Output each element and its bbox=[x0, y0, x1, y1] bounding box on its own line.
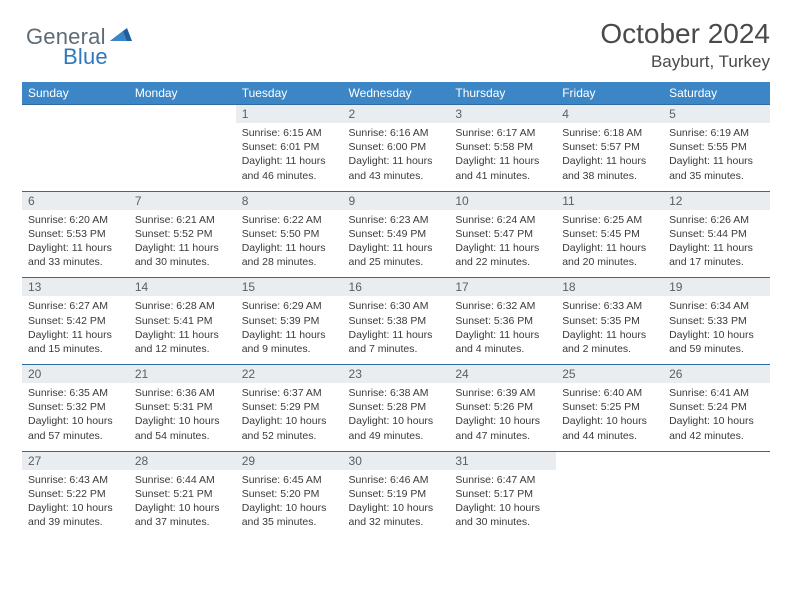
day-content-row: Sunrise: 6:43 AMSunset: 5:22 PMDaylight:… bbox=[22, 470, 770, 538]
day-number-cell: 28 bbox=[129, 451, 236, 470]
day-content-row: Sunrise: 6:27 AMSunset: 5:42 PMDaylight:… bbox=[22, 296, 770, 364]
day-content-row: Sunrise: 6:35 AMSunset: 5:32 PMDaylight:… bbox=[22, 383, 770, 451]
day-number-cell: 18 bbox=[556, 278, 663, 297]
day-content-cell bbox=[129, 123, 236, 191]
day-content-row: Sunrise: 6:15 AMSunset: 6:01 PMDaylight:… bbox=[22, 123, 770, 191]
day-content-cell bbox=[556, 470, 663, 538]
day-number-cell bbox=[663, 451, 770, 470]
calendar-table: Sunday Monday Tuesday Wednesday Thursday… bbox=[22, 82, 770, 538]
day-number-cell: 10 bbox=[449, 191, 556, 210]
header: General October 2024 Bayburt, Turkey bbox=[22, 18, 770, 72]
day-content-cell: Sunrise: 6:18 AMSunset: 5:57 PMDaylight:… bbox=[556, 123, 663, 191]
day-content-cell: Sunrise: 6:30 AMSunset: 5:38 PMDaylight:… bbox=[343, 296, 450, 364]
day-content-cell: Sunrise: 6:22 AMSunset: 5:50 PMDaylight:… bbox=[236, 210, 343, 278]
day-content-cell: Sunrise: 6:24 AMSunset: 5:47 PMDaylight:… bbox=[449, 210, 556, 278]
day-number-row: 13141516171819 bbox=[22, 278, 770, 297]
brand-triangle-icon bbox=[110, 27, 132, 48]
day-content-cell: Sunrise: 6:45 AMSunset: 5:20 PMDaylight:… bbox=[236, 470, 343, 538]
day-number-cell: 13 bbox=[22, 278, 129, 297]
day-number-row: 2728293031 bbox=[22, 451, 770, 470]
day-number-cell bbox=[22, 105, 129, 124]
weekday-header-row: Sunday Monday Tuesday Wednesday Thursday… bbox=[22, 82, 770, 105]
weekday-wednesday: Wednesday bbox=[343, 82, 450, 105]
day-content-cell: Sunrise: 6:37 AMSunset: 5:29 PMDaylight:… bbox=[236, 383, 343, 451]
day-content-cell: Sunrise: 6:43 AMSunset: 5:22 PMDaylight:… bbox=[22, 470, 129, 538]
day-number-cell: 17 bbox=[449, 278, 556, 297]
day-number-cell: 5 bbox=[663, 105, 770, 124]
day-number-cell bbox=[556, 451, 663, 470]
day-content-cell: Sunrise: 6:41 AMSunset: 5:24 PMDaylight:… bbox=[663, 383, 770, 451]
weekday-friday: Friday bbox=[556, 82, 663, 105]
brand-text-2-wrap: Blue bbox=[63, 44, 108, 70]
day-content-cell: Sunrise: 6:28 AMSunset: 5:41 PMDaylight:… bbox=[129, 296, 236, 364]
day-number-cell: 25 bbox=[556, 365, 663, 384]
day-number-cell: 19 bbox=[663, 278, 770, 297]
day-content-cell: Sunrise: 6:46 AMSunset: 5:19 PMDaylight:… bbox=[343, 470, 450, 538]
day-number-cell: 23 bbox=[343, 365, 450, 384]
day-number-cell: 11 bbox=[556, 191, 663, 210]
day-number-row: 12345 bbox=[22, 105, 770, 124]
weekday-saturday: Saturday bbox=[663, 82, 770, 105]
day-number-cell: 8 bbox=[236, 191, 343, 210]
day-number-cell bbox=[129, 105, 236, 124]
day-number-cell: 31 bbox=[449, 451, 556, 470]
day-content-cell: Sunrise: 6:44 AMSunset: 5:21 PMDaylight:… bbox=[129, 470, 236, 538]
day-content-row: Sunrise: 6:20 AMSunset: 5:53 PMDaylight:… bbox=[22, 210, 770, 278]
day-number-cell: 14 bbox=[129, 278, 236, 297]
day-number-cell: 4 bbox=[556, 105, 663, 124]
weekday-sunday: Sunday bbox=[22, 82, 129, 105]
location-label: Bayburt, Turkey bbox=[600, 52, 770, 72]
weekday-monday: Monday bbox=[129, 82, 236, 105]
day-number-cell: 15 bbox=[236, 278, 343, 297]
day-content-cell: Sunrise: 6:17 AMSunset: 5:58 PMDaylight:… bbox=[449, 123, 556, 191]
day-content-cell: Sunrise: 6:19 AMSunset: 5:55 PMDaylight:… bbox=[663, 123, 770, 191]
month-title: October 2024 bbox=[600, 18, 770, 50]
day-number-cell: 16 bbox=[343, 278, 450, 297]
day-content-cell: Sunrise: 6:36 AMSunset: 5:31 PMDaylight:… bbox=[129, 383, 236, 451]
day-content-cell: Sunrise: 6:15 AMSunset: 6:01 PMDaylight:… bbox=[236, 123, 343, 191]
weekday-thursday: Thursday bbox=[449, 82, 556, 105]
day-content-cell: Sunrise: 6:33 AMSunset: 5:35 PMDaylight:… bbox=[556, 296, 663, 364]
day-content-cell: Sunrise: 6:21 AMSunset: 5:52 PMDaylight:… bbox=[129, 210, 236, 278]
day-number-cell: 20 bbox=[22, 365, 129, 384]
day-content-cell: Sunrise: 6:34 AMSunset: 5:33 PMDaylight:… bbox=[663, 296, 770, 364]
day-number-cell: 26 bbox=[663, 365, 770, 384]
title-block: October 2024 Bayburt, Turkey bbox=[600, 18, 770, 72]
day-number-cell: 9 bbox=[343, 191, 450, 210]
day-content-cell: Sunrise: 6:23 AMSunset: 5:49 PMDaylight:… bbox=[343, 210, 450, 278]
day-number-row: 6789101112 bbox=[22, 191, 770, 210]
day-content-cell: Sunrise: 6:47 AMSunset: 5:17 PMDaylight:… bbox=[449, 470, 556, 538]
day-number-cell: 27 bbox=[22, 451, 129, 470]
day-content-cell: Sunrise: 6:38 AMSunset: 5:28 PMDaylight:… bbox=[343, 383, 450, 451]
day-content-cell: Sunrise: 6:32 AMSunset: 5:36 PMDaylight:… bbox=[449, 296, 556, 364]
day-content-cell: Sunrise: 6:25 AMSunset: 5:45 PMDaylight:… bbox=[556, 210, 663, 278]
day-number-cell: 12 bbox=[663, 191, 770, 210]
day-number-cell: 2 bbox=[343, 105, 450, 124]
day-content-cell: Sunrise: 6:20 AMSunset: 5:53 PMDaylight:… bbox=[22, 210, 129, 278]
day-number-cell: 29 bbox=[236, 451, 343, 470]
day-number-row: 20212223242526 bbox=[22, 365, 770, 384]
day-number-cell: 1 bbox=[236, 105, 343, 124]
day-content-cell: Sunrise: 6:29 AMSunset: 5:39 PMDaylight:… bbox=[236, 296, 343, 364]
day-content-cell: Sunrise: 6:39 AMSunset: 5:26 PMDaylight:… bbox=[449, 383, 556, 451]
day-number-cell: 30 bbox=[343, 451, 450, 470]
day-number-cell: 22 bbox=[236, 365, 343, 384]
day-content-cell: Sunrise: 6:27 AMSunset: 5:42 PMDaylight:… bbox=[22, 296, 129, 364]
day-content-cell bbox=[22, 123, 129, 191]
weekday-tuesday: Tuesday bbox=[236, 82, 343, 105]
calendar-body: 12345Sunrise: 6:15 AMSunset: 6:01 PMDayl… bbox=[22, 105, 770, 538]
day-number-cell: 7 bbox=[129, 191, 236, 210]
day-number-cell: 24 bbox=[449, 365, 556, 384]
brand-text-2: Blue bbox=[63, 44, 108, 69]
day-content-cell: Sunrise: 6:35 AMSunset: 5:32 PMDaylight:… bbox=[22, 383, 129, 451]
day-number-cell: 3 bbox=[449, 105, 556, 124]
day-content-cell: Sunrise: 6:40 AMSunset: 5:25 PMDaylight:… bbox=[556, 383, 663, 451]
day-number-cell: 6 bbox=[22, 191, 129, 210]
day-content-cell: Sunrise: 6:16 AMSunset: 6:00 PMDaylight:… bbox=[343, 123, 450, 191]
day-number-cell: 21 bbox=[129, 365, 236, 384]
day-content-cell bbox=[663, 470, 770, 538]
day-content-cell: Sunrise: 6:26 AMSunset: 5:44 PMDaylight:… bbox=[663, 210, 770, 278]
